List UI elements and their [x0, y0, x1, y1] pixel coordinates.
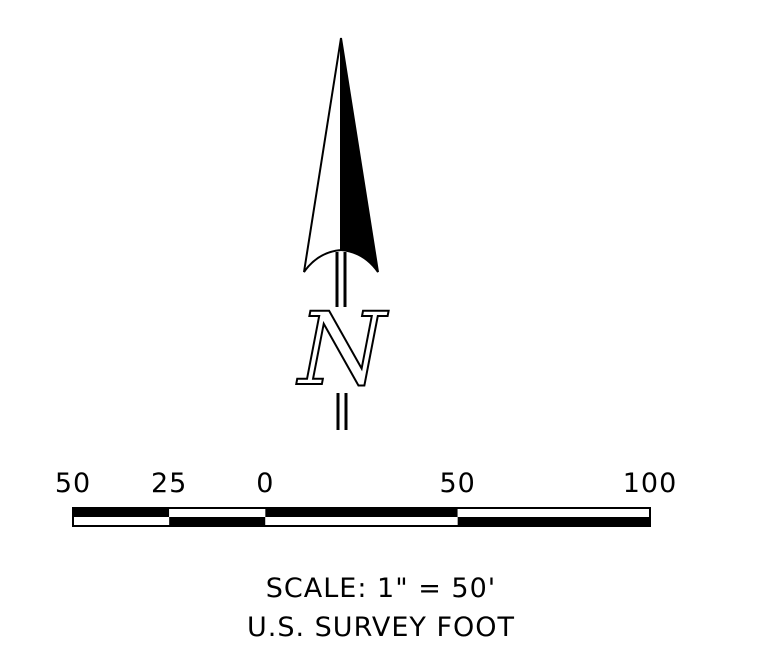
scale-bar-segment-bottom [265, 517, 458, 526]
scale-bar-segment-top [73, 508, 170, 517]
scale-bar-segment-bottom [457, 517, 650, 526]
scale-bar-tick-label: 50 [54, 468, 92, 499]
scale-bar-segment-top [457, 508, 650, 517]
scale-ratio-text: SCALE: 1" = 50' [265, 573, 497, 604]
scale-bar-segment-top [265, 508, 458, 517]
arrowhead-left-half [303, 37, 342, 273]
scale-bar-segment-bottom [169, 517, 266, 526]
scale-bar-segment-top [169, 508, 266, 517]
north-letter: N [297, 291, 387, 408]
scale-bar-tick-label: 100 [622, 468, 678, 499]
scale-bar-tick-label: 0 [256, 468, 275, 499]
scale-bar-tick-label: 50 [439, 468, 476, 499]
scale-units-text: U.S. SURVEY FOOT [247, 612, 515, 643]
arrowhead-right-half [340, 37, 379, 273]
scale-bar [72, 507, 651, 527]
scale-bar-segment-bottom [73, 517, 170, 526]
scale-bar-tick-label: 25 [150, 468, 188, 499]
scale-bar-outline [72, 507, 651, 527]
